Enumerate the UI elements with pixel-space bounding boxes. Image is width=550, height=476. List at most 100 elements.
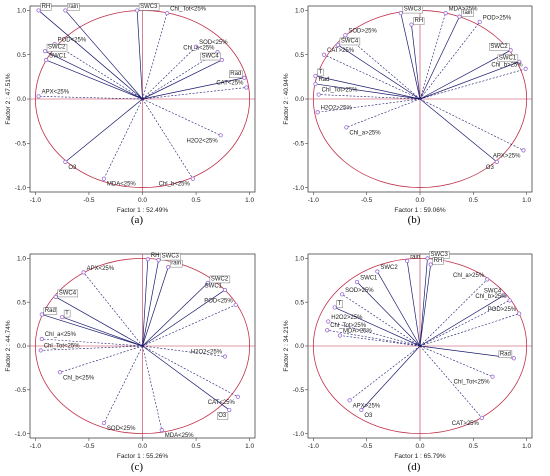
x-tick-label-a: -0.5 [83, 197, 95, 204]
variable-label-b: T [318, 69, 322, 75]
variable-label-box-b [339, 37, 361, 46]
y-tick-label-b: 0.0 [295, 96, 304, 103]
x-tick-label-c: -0.5 [83, 443, 95, 450]
variable-label-c: APX<25% [87, 266, 115, 272]
x-tick-label-c: 0.0 [138, 443, 147, 450]
variable-label-c: Chl_Tot<25% [44, 343, 81, 349]
loading-point-c [38, 348, 43, 353]
panel-a-letter: (a) [131, 214, 144, 226]
x-tick-label-a: 0.5 [192, 197, 201, 204]
loading-vector-a [142, 13, 168, 100]
loading-point-a [36, 94, 41, 99]
loading-vector-d [356, 281, 421, 347]
loading-vector-d [419, 258, 428, 347]
variable-label-a: CAT<25% [216, 80, 244, 86]
y-tick-label-d: 1.0 [295, 256, 304, 263]
loading-point-a [43, 57, 49, 63]
loading-vector-c [41, 338, 143, 347]
variable-label-b: CAT>25% [327, 48, 355, 54]
x-axis-label-d: Factor 1 : 65.79% [394, 453, 446, 460]
variable-label-box-d [336, 300, 343, 308]
variable-label-b: APX>25% [493, 153, 521, 159]
loading-point-a [165, 10, 170, 16]
loading-vector-b [419, 98, 498, 163]
variable-label-a: Chl_a<25% [183, 46, 215, 52]
variable-label-c: SWC2 [211, 276, 229, 282]
loading-point-d [502, 293, 507, 298]
loading-vector-d [419, 279, 488, 347]
y-axis-label-c: Factor 2 : 44.74% [5, 320, 12, 372]
loading-vector-c [59, 345, 143, 373]
loading-point-c [233, 302, 238, 307]
loading-point-d [511, 356, 516, 361]
loading-vector-c [83, 272, 143, 347]
x-tick-label-c: 0.5 [192, 443, 201, 450]
loading-vector-c [142, 304, 236, 347]
loading-point-b [409, 22, 414, 27]
variable-label-box-b [461, 9, 474, 17]
variable-label-box-c [209, 275, 231, 284]
x-tick-label-a: 1.0 [245, 197, 254, 204]
loading-point-c [159, 428, 164, 433]
panel-d: (d) -1.0 -0.5 0.0 0.5 1.0 -1.0 -0.5 0.0 0.5 1.0 Fa… [283, 251, 533, 473]
loading-point-c [222, 354, 228, 359]
variable-label-a: APX<25% [42, 89, 70, 95]
loading-point-d [425, 256, 430, 261]
loading-point-b [313, 73, 318, 79]
panel-c-letter: (c) [131, 461, 144, 473]
loading-vector-c [142, 345, 226, 357]
loading-point-c [156, 258, 161, 263]
loading-vector-b [317, 98, 421, 113]
loading-point-b [494, 159, 499, 164]
loading-vector-d [334, 307, 421, 347]
loading-vector-b [345, 35, 421, 100]
variable-label-c: T [65, 311, 69, 317]
variable-label-b: SWC4 [341, 38, 359, 44]
variable-label-d: SWC4 [484, 289, 502, 295]
y-tick-label-d: 0.0 [295, 343, 304, 350]
loading-point-c [101, 421, 107, 426]
loading-point-c [81, 270, 86, 275]
loading-vector-d [349, 345, 421, 401]
loading-point-d [490, 374, 495, 379]
loading-point-c [39, 336, 44, 342]
panel-a: (a) -1.0 -0.5 0.0 0.5 1.0 -1.0 -0.5 0.0 0.5 1.0 Fa… [5, 3, 256, 226]
loading-vector-d [419, 345, 493, 377]
loading-vector-d [339, 335, 421, 347]
variable-label-box-d [498, 350, 513, 359]
loading-point-a [242, 75, 247, 80]
x-tick-label-b: 1.0 [522, 197, 531, 204]
y-tick-label-c: 1.0 [17, 256, 26, 263]
loading-point-d [507, 298, 512, 303]
variable-label-box-b [413, 17, 425, 25]
loading-vector-d [328, 321, 421, 347]
loading-point-a [135, 8, 140, 13]
y-tick-label-b: 0.5 [295, 52, 304, 59]
variable-label-box-c [57, 289, 78, 298]
loading-vector-b [315, 75, 421, 100]
variable-label-a: Rad [230, 71, 241, 77]
variable-label-c: SWC1 [205, 283, 223, 289]
loading-vector-d [419, 300, 510, 347]
loading-point-d [337, 333, 343, 338]
variable-label-d: SWC2 [380, 265, 398, 271]
variable-label-d: Rad [500, 351, 511, 357]
variable-label-c: Chl_a<25% [45, 332, 77, 338]
variable-label-box-a [200, 52, 221, 61]
loading-point-a [218, 133, 223, 138]
loading-point-c [205, 280, 210, 286]
variable-label-b: Chl_b>25% [491, 62, 523, 68]
y-tick-label-a: -1.0 [15, 185, 27, 192]
variable-label-d: APX>25% [353, 403, 381, 409]
y-axis-label-b: Factor 2 : 40.94% [283, 73, 290, 125]
loading-vector-b [337, 44, 421, 100]
loading-vector-d [419, 264, 432, 347]
loading-point-c [222, 287, 228, 293]
loading-point-c [60, 314, 65, 320]
variable-label-box-a [46, 43, 68, 52]
loading-point-c [235, 394, 240, 399]
variable-label-c: SOD<25% [107, 426, 136, 432]
loading-vector-b [400, 13, 421, 100]
loading-vector-b [315, 83, 421, 100]
